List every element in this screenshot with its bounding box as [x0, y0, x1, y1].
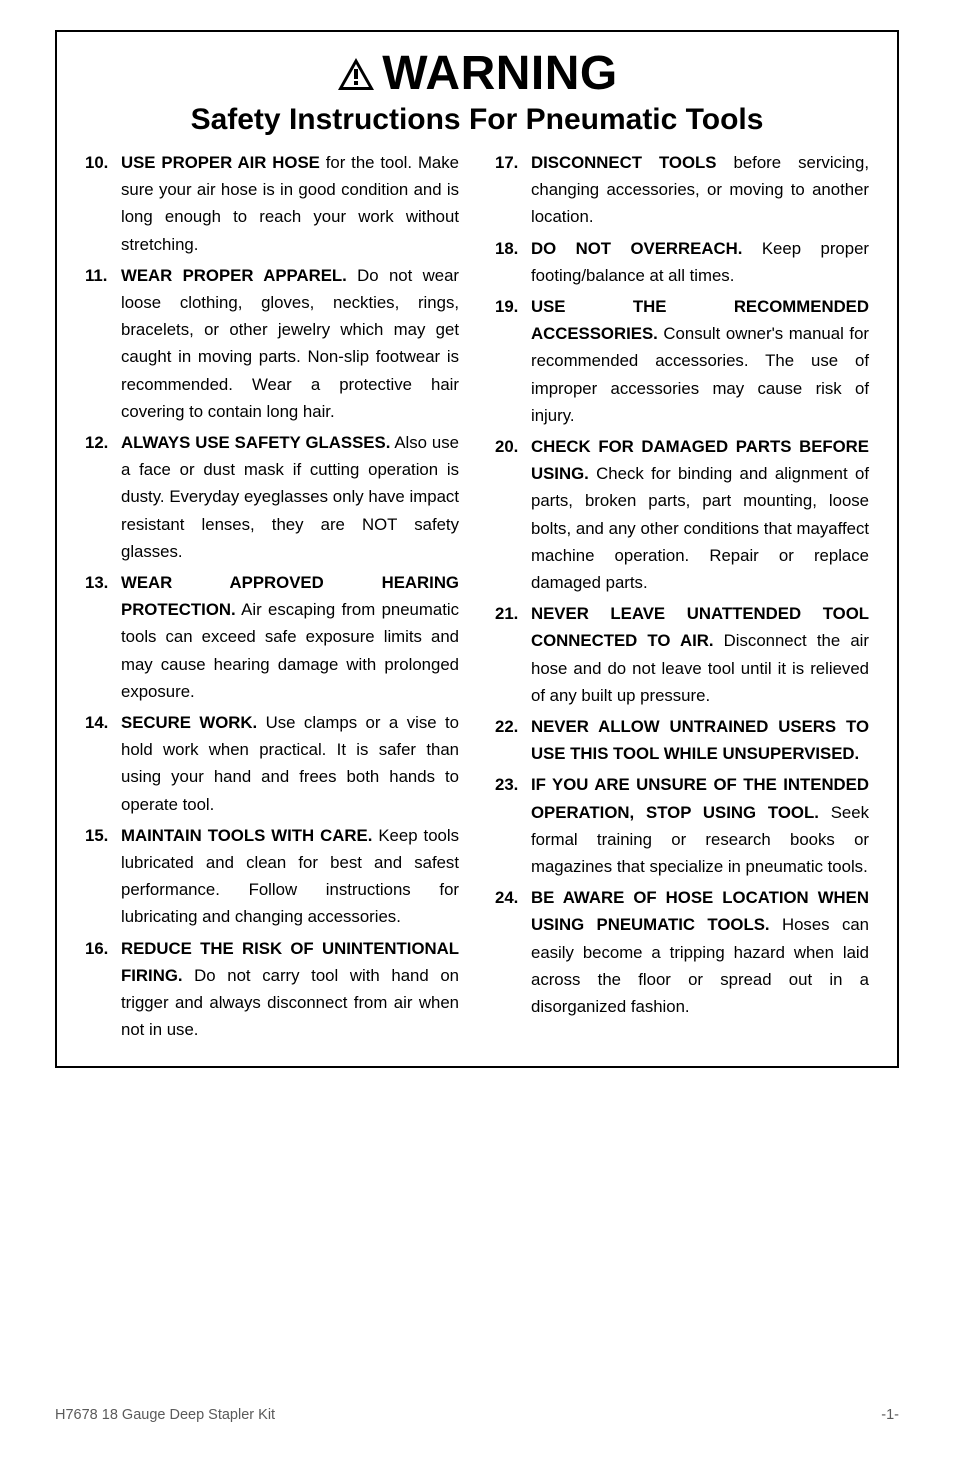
subtitle: Safety Instructions For Pneumatic Tools	[85, 103, 869, 137]
list-item: 10.USE PROPER AIR HOSE for the tool. Mak…	[85, 149, 459, 258]
list-item: 11.WEAR PROPER APPAREL. Do not wear loos…	[85, 262, 459, 425]
item-number: 12.	[85, 429, 121, 565]
warning-title: WARNING	[382, 46, 617, 101]
item-body: NEVER LEAVE UNATTENDED TOOL CONNECTED TO…	[531, 600, 869, 709]
warning-triangle-icon	[336, 56, 376, 92]
item-number: 21.	[495, 600, 531, 709]
item-rest: Also use a face or dust mask if cutting …	[121, 433, 459, 561]
item-body: WEAR APPROVED HEARING PROTECTION. Air es…	[121, 569, 459, 705]
list-item: 16.REDUCE THE RISK OF UNINTENTIONAL FIRI…	[85, 935, 459, 1044]
item-body: USE THE RECOMMENDED ACCESSORIES. Consult…	[531, 293, 869, 429]
item-body: CHECK FOR DAMAGED PARTS BEFORE USING. Ch…	[531, 433, 869, 596]
item-number: 17.	[495, 149, 531, 231]
columns: 10.USE PROPER AIR HOSE for the tool. Mak…	[85, 149, 869, 1048]
item-rest: Check for binding and alignment of parts…	[531, 464, 869, 592]
list-item: 17.DISCONNECT TOOLS before servicing, ch…	[495, 149, 869, 231]
item-body: DO NOT OVERREACH. Keep proper footing/ba…	[531, 235, 869, 289]
list-item: 13.WEAR APPROVED HEARING PROTECTION. Air…	[85, 569, 459, 705]
item-number: 23.	[495, 771, 531, 880]
list-item: 12.ALWAYS USE SAFETY GLASSES. Also use a…	[85, 429, 459, 565]
item-body: SECURE WORK. Use clamps or a vise to hol…	[121, 709, 459, 818]
item-number: 24.	[495, 884, 531, 1020]
column-left: 10.USE PROPER AIR HOSE for the tool. Mak…	[85, 149, 459, 1048]
item-bold: MAINTAIN TOOLS WITH CARE.	[121, 826, 372, 845]
item-body: IF YOU ARE UNSURE OF THE INTENDED OPERAT…	[531, 771, 869, 880]
list-item: 22.NEVER ALLOW UNTRAINED USERS TO USE TH…	[495, 713, 869, 767]
column-right: 17.DISCONNECT TOOLS before servicing, ch…	[495, 149, 869, 1048]
item-bold: DO NOT OVERREACH.	[531, 239, 742, 258]
item-bold: SECURE WORK.	[121, 713, 257, 732]
list-item: 14.SECURE WORK. Use clamps or a vise to …	[85, 709, 459, 818]
list-item: 20.CHECK FOR DAMAGED PARTS BEFORE USING.…	[495, 433, 869, 596]
warning-line: WARNING	[336, 46, 617, 101]
item-body: USE PROPER AIR HOSE for the tool. Make s…	[121, 149, 459, 258]
footer-right: -1-	[881, 1407, 899, 1423]
item-rest: Do not wear loose clothing, gloves, neck…	[121, 266, 459, 421]
item-number: 18.	[495, 235, 531, 289]
item-bold: ALWAYS USE SAFETY GLASSES.	[121, 433, 390, 452]
item-number: 16.	[85, 935, 121, 1044]
list-item: 18.DO NOT OVERREACH. Keep proper footing…	[495, 235, 869, 289]
item-body: REDUCE THE RISK OF UNINTENTIONAL FIRING.…	[121, 935, 459, 1044]
item-bold: NEVER ALLOW UNTRAINED USERS TO USE THIS …	[531, 717, 869, 763]
list-item: 21.NEVER LEAVE UNATTENDED TOOL CONNECTED…	[495, 600, 869, 709]
item-body: MAINTAIN TOOLS WITH CARE. Keep tools lub…	[121, 822, 459, 931]
list-item: 23.IF YOU ARE UNSURE OF THE INTENDED OPE…	[495, 771, 869, 880]
item-bold: DISCONNECT TOOLS	[531, 153, 716, 172]
item-bold: WEAR PROPER APPAREL.	[121, 266, 347, 285]
item-number: 15.	[85, 822, 121, 931]
warning-box: WARNING Safety Instructions For Pneumati…	[55, 30, 899, 1068]
item-body: ALWAYS USE SAFETY GLASSES. Also use a fa…	[121, 429, 459, 565]
item-body: NEVER ALLOW UNTRAINED USERS TO USE THIS …	[531, 713, 869, 767]
page: WARNING Safety Instructions For Pneumati…	[0, 0, 954, 1068]
list-item: 19.USE THE RECOMMENDED ACCESSORIES. Cons…	[495, 293, 869, 429]
item-number: 22.	[495, 713, 531, 767]
item-body: DISCONNECT TOOLS before servicing, chang…	[531, 149, 869, 231]
item-number: 19.	[495, 293, 531, 429]
item-number: 13.	[85, 569, 121, 705]
item-number: 20.	[495, 433, 531, 596]
item-bold: USE PROPER AIR HOSE	[121, 153, 320, 172]
footer-left: H7678 18 Gauge Deep Stapler Kit	[55, 1407, 275, 1423]
item-number: 14.	[85, 709, 121, 818]
item-number: 11.	[85, 262, 121, 425]
item-body: WEAR PROPER APPAREL. Do not wear loose c…	[121, 262, 459, 425]
title-block: WARNING Safety Instructions For Pneumati…	[85, 46, 869, 137]
item-number: 10.	[85, 149, 121, 258]
list-item: 24.BE AWARE OF HOSE LOCATION WHEN USING …	[495, 884, 869, 1020]
list-item: 15.MAINTAIN TOOLS WITH CARE. Keep tools …	[85, 822, 459, 931]
item-body: BE AWARE OF HOSE LOCATION WHEN USING PNE…	[531, 884, 869, 1020]
footer: H7678 18 Gauge Deep Stapler Kit -1-	[55, 1407, 899, 1423]
